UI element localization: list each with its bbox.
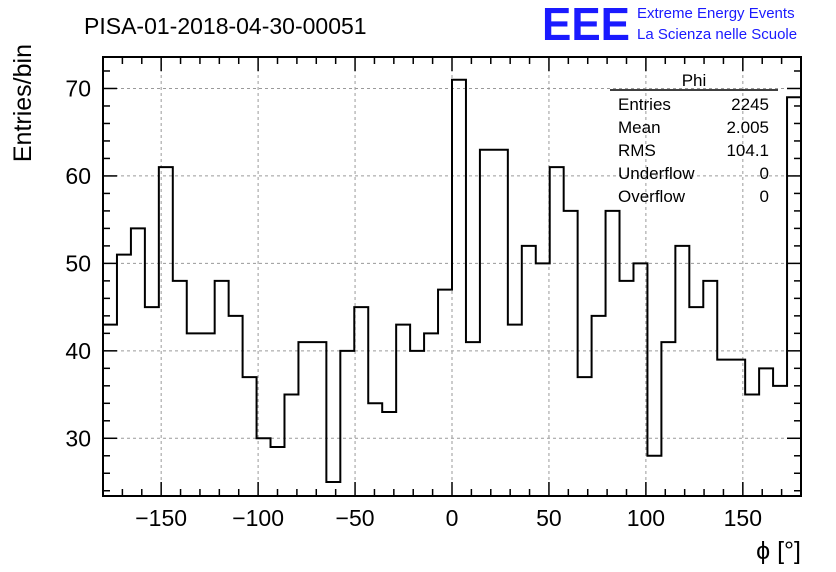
- histogram-line: [103, 78, 801, 484]
- stats-box: Phi Entries 2245 Mean 2.005 RMS 104.1 Underflo…: [610, 71, 778, 206]
- histogram-bin: [717, 360, 731, 496]
- stats-label: Overflow: [618, 187, 686, 206]
- histogram-bin: [564, 211, 578, 496]
- histogram-bin: [271, 447, 285, 496]
- logo-line-2: La Scienza nelle Scuole: [637, 26, 797, 43]
- stats-value: 2245: [731, 95, 769, 114]
- histogram-bin: [661, 342, 675, 496]
- histogram-bin: [606, 211, 620, 496]
- histogram-bin: [522, 246, 536, 496]
- histogram-bin: [578, 377, 592, 496]
- x-tick-labels: −150 −100 −50 0 50 100 150: [135, 505, 762, 531]
- histogram-bin: [592, 316, 606, 496]
- histogram-bin: [480, 150, 494, 496]
- histogram-bin: [229, 316, 243, 496]
- stats-value: 0: [760, 187, 769, 206]
- x-tick-label: −100: [232, 505, 284, 531]
- histogram-bin: [410, 351, 424, 496]
- chart-title: PISA-01-2018-04-30-00051: [84, 13, 367, 39]
- histogram-bin: [298, 342, 312, 496]
- histogram-bin: [703, 281, 717, 496]
- histogram-bin: [452, 80, 466, 496]
- histogram-bin: [466, 342, 480, 496]
- histogram-bin: [675, 246, 689, 496]
- histogram-bin: [312, 342, 326, 496]
- y-tick-labels: 30 40 50 60 70: [65, 75, 91, 451]
- histogram-bin: [508, 325, 522, 496]
- x-tick-label: −50: [336, 505, 375, 531]
- x-tick-label: −150: [135, 505, 187, 531]
- histogram-bin: [494, 150, 508, 496]
- histogram-bins: [103, 78, 801, 496]
- histogram-bin: [173, 281, 187, 496]
- y-tick-label: 70: [65, 75, 91, 101]
- histogram-bin: [131, 228, 145, 496]
- histogram-bin: [159, 167, 173, 496]
- stats-label: Entries: [618, 95, 671, 114]
- logo-mark: EEE: [542, 0, 630, 50]
- histogram-bin: [647, 456, 661, 496]
- histogram-bin: [326, 482, 340, 496]
- stats-title: Phi: [682, 71, 707, 90]
- stats-value: 0: [760, 164, 769, 183]
- histogram-bin: [536, 263, 550, 496]
- y-tick-label: 50: [65, 250, 91, 276]
- stats-value: 104.1: [726, 141, 769, 160]
- histogram-bin: [382, 412, 396, 496]
- histogram-bin: [117, 255, 131, 496]
- histogram-bin: [396, 325, 410, 496]
- histogram-bin: [438, 290, 452, 496]
- histogram-bin: [620, 281, 634, 496]
- plot-frame: [102, 56, 802, 497]
- histogram-bin: [689, 307, 703, 496]
- histogram-bin: [633, 263, 647, 496]
- axis-ticks: [103, 57, 801, 496]
- stats-value: 2.005: [726, 118, 769, 137]
- histogram-bin: [368, 403, 382, 496]
- x-tick-label: 100: [627, 505, 665, 531]
- histogram-bin: [424, 333, 438, 496]
- y-axis-label: Entries/bin: [9, 44, 37, 162]
- histogram-bin: [284, 395, 298, 496]
- stats-label: RMS: [618, 141, 656, 160]
- histogram-bin: [243, 377, 257, 496]
- y-tick-label: 60: [65, 163, 91, 189]
- histogram-bin: [759, 368, 773, 496]
- histogram-bin: [340, 351, 354, 496]
- histogram-bin: [145, 307, 159, 496]
- stats-label: Underflow: [618, 164, 695, 183]
- histogram-bin: [773, 386, 787, 496]
- histogram-bin: [215, 281, 229, 496]
- eee-logo: EEE Extreme Energy Events La Scienza nel…: [542, 0, 797, 50]
- histogram-bin: [787, 97, 801, 496]
- histogram-bin: [731, 360, 745, 496]
- histogram-bin: [187, 333, 201, 496]
- stats-label: Mean: [618, 118, 661, 137]
- x-axis-label: ϕ [°]: [756, 537, 801, 565]
- histogram-bin: [354, 307, 368, 496]
- histogram-bin: [745, 395, 759, 496]
- logo-line-1: Extreme Energy Events: [637, 5, 795, 22]
- y-tick-label: 30: [65, 425, 91, 451]
- histogram-bin: [550, 167, 564, 496]
- x-tick-label: 150: [724, 505, 762, 531]
- x-tick-label: 50: [536, 505, 562, 531]
- histogram-bin: [201, 333, 215, 496]
- y-tick-label: 40: [65, 338, 91, 364]
- x-tick-label: 0: [446, 505, 459, 531]
